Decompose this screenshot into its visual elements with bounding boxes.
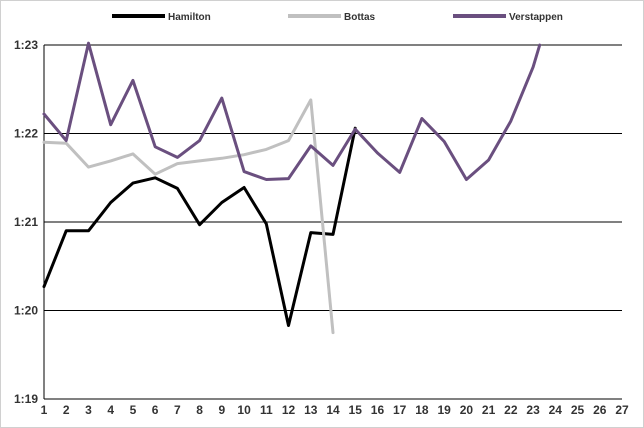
- y-tick-labels: 1:19 1:20 1:21 1:22 1:23: [14, 38, 38, 406]
- x-tick-label: 2: [63, 403, 70, 417]
- x-tick-label: 17: [393, 403, 407, 417]
- x-tick-label: 8: [196, 403, 203, 417]
- y-tick-label: 1:23: [14, 38, 38, 52]
- x-tick-label: 10: [237, 403, 251, 417]
- legend: Hamilton Bottas Verstappen: [112, 12, 563, 23]
- x-tick-label: 19: [437, 403, 451, 417]
- x-tick-label: 12: [282, 403, 296, 417]
- x-tick-label: 24: [549, 403, 563, 417]
- x-tick-label: 9: [219, 403, 226, 417]
- x-tick-label: 13: [304, 403, 318, 417]
- x-tick-label: 5: [130, 403, 137, 417]
- x-tick-label: 1: [41, 403, 48, 417]
- x-tick-label: 15: [349, 403, 363, 417]
- legend-label-verstappen: Verstappen: [509, 12, 563, 23]
- x-tick-label: 6: [152, 403, 159, 417]
- x-tick-labels: 1 2 3 4 5 6 7 8 9 10 11 12 13 14 15 16 17 18 19 20 21 22 23 24 2…: [41, 403, 629, 417]
- y-tick-label: 1:22: [14, 127, 38, 141]
- series-line-verstappen: [42, 41, 542, 181]
- x-tick-label: 25: [571, 403, 585, 417]
- axes: [43, 45, 622, 400]
- x-tick-label: 4: [107, 403, 114, 417]
- y-tick-label: 1:20: [14, 304, 38, 318]
- x-tick-label: 7: [174, 403, 181, 417]
- series-line-bottas: [42, 98, 335, 335]
- legend-label-bottas: Bottas: [344, 12, 376, 23]
- x-tick-label: 22: [504, 403, 518, 417]
- x-tick-label: 26: [593, 403, 607, 417]
- gridlines: [44, 44, 622, 311]
- x-tick-label: 14: [326, 403, 340, 417]
- y-tick-label: 1:19: [14, 392, 38, 406]
- x-tick-label: 11: [260, 403, 273, 417]
- x-tick-label: 23: [526, 403, 540, 417]
- x-tick-label: 16: [371, 403, 385, 417]
- x-tick-label: 27: [615, 403, 629, 417]
- series-lines: [42, 41, 542, 335]
- x-tick-label: 3: [85, 403, 92, 417]
- series-line-hamilton: [42, 126, 357, 327]
- x-tick-label: 21: [482, 403, 496, 417]
- legend-label-hamilton: Hamilton: [168, 12, 211, 23]
- y-tick-label: 1:21: [14, 215, 38, 229]
- x-tick-label: 20: [460, 403, 474, 417]
- x-tick-label: 18: [415, 403, 429, 417]
